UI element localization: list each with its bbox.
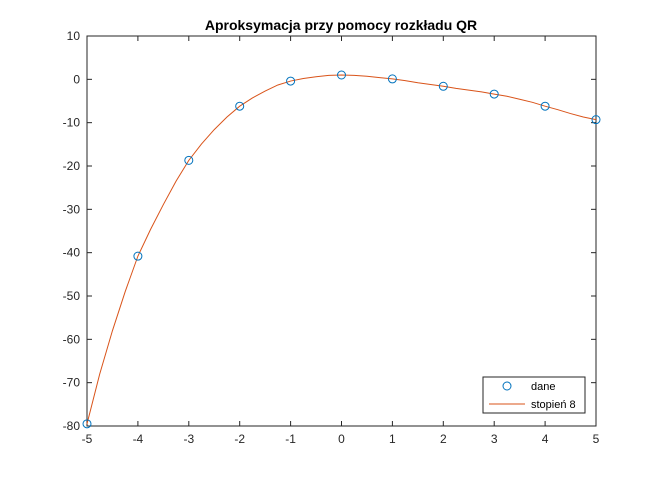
y-tick-label: -70 [63, 376, 81, 390]
legend-box [482, 376, 586, 414]
legend-label-stopien-8: stopień 8 [531, 399, 576, 411]
y-tick-label: -50 [63, 289, 81, 303]
x-tick-label: 1 [389, 432, 396, 446]
legend-marker-dane [502, 381, 512, 391]
series-line-stopien-8 [86, 74, 597, 424]
plot-area: -5 -4 -3 -2 -1 0 1 2 3 4 5-80-70-60-50-40-30-20-10… [63, 29, 601, 446]
data-point-dane [133, 251, 143, 261]
y-tick-label: -40 [63, 246, 81, 260]
x-tick-label: -3 [183, 432, 194, 446]
data-point-dane [286, 76, 296, 86]
legend-label-dane: dane [531, 381, 555, 393]
data-point-dane [82, 419, 92, 429]
data-point-dane [184, 155, 194, 165]
y-tick-label: -10 [63, 116, 81, 130]
y-tick-label: 0 [73, 72, 80, 86]
data-point-dane [438, 81, 448, 91]
data-point-dane [540, 101, 550, 111]
y-tick-label: -30 [63, 202, 81, 216]
x-tick-label: -4 [133, 432, 144, 446]
data-point-dane [591, 115, 601, 125]
y-tick-label: -80 [63, 419, 81, 433]
data-point-dane [337, 70, 346, 80]
data-point-dane [235, 101, 245, 111]
x-tick-label: 4 [542, 432, 549, 446]
y-tick-label: 10 [67, 29, 81, 43]
x-tick-label: 0 [338, 432, 345, 446]
chart-title: Aproksymacja przy pomocy rozkładu QR [205, 17, 477, 33]
x-tick-label: 3 [491, 432, 498, 446]
x-tick-label: -2 [234, 432, 245, 446]
y-tick-label: -20 [63, 159, 81, 173]
x-tick-label: 5 [593, 432, 600, 446]
y-tick-label: -60 [63, 332, 81, 346]
data-point-dane [489, 89, 499, 99]
legend: dane stopień 8 [482, 376, 586, 414]
x-tick-label: -1 [285, 432, 296, 446]
data-point-dane [387, 74, 397, 84]
x-tick-label: -5 [82, 432, 93, 446]
x-tick-label: 2 [440, 432, 447, 446]
